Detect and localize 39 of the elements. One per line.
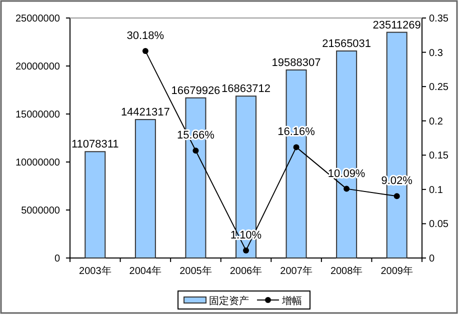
point: [142, 48, 148, 54]
bar: [84, 151, 106, 258]
y2-tick-label: 0: [429, 254, 435, 264]
point: [243, 247, 249, 254]
x-tick-label: 2006年: [230, 265, 262, 277]
point: [344, 186, 350, 192]
y2-tick-label: 0.25: [429, 82, 449, 94]
x-tick-label: 2005年: [180, 265, 212, 277]
y2-tick-label: 0.35: [429, 14, 449, 24]
data-label: 21565031: [322, 38, 372, 50]
x-tick-label: 2004年: [129, 265, 162, 277]
y2-tick-label: 0.2: [429, 116, 444, 128]
y2-tick-label: 0.3: [429, 48, 444, 59]
x-tick-label: 2008年: [330, 265, 363, 277]
data-label: 23511269: [372, 19, 421, 32]
data-label: 16679926: [171, 84, 220, 97]
data-label: 14421317: [120, 106, 170, 119]
point: [394, 193, 400, 200]
x-tick-label: 2009年: [380, 265, 413, 277]
y2-tick-label: 0.15: [429, 150, 449, 162]
y2-tick-label: 0.05: [429, 219, 449, 230]
y-tick-label: 20000000: [16, 62, 60, 72]
x-tick-label: 2007年: [280, 265, 312, 277]
point: [192, 148, 199, 154]
data-label: 30.18%: [126, 30, 164, 42]
data-label: 16863712: [222, 83, 270, 96]
legend-label: 固定资产: [209, 295, 249, 307]
x-tick-label: 2003年: [79, 265, 112, 277]
bar: [134, 119, 156, 258]
data-label: 11078311: [71, 138, 119, 151]
y2-tick-label: 0.1: [429, 184, 444, 196]
y-tick-label: 10000000: [16, 158, 60, 168]
point: [293, 144, 300, 150]
y-tick-label: 25000000: [16, 14, 60, 24]
y-tick-label: 0: [54, 254, 60, 264]
legend-label: 增幅: [281, 295, 302, 307]
data-label: 19588307: [272, 56, 321, 69]
y-tick-label: 15000000: [16, 110, 60, 120]
y-tick-label: 5000000: [21, 206, 60, 216]
